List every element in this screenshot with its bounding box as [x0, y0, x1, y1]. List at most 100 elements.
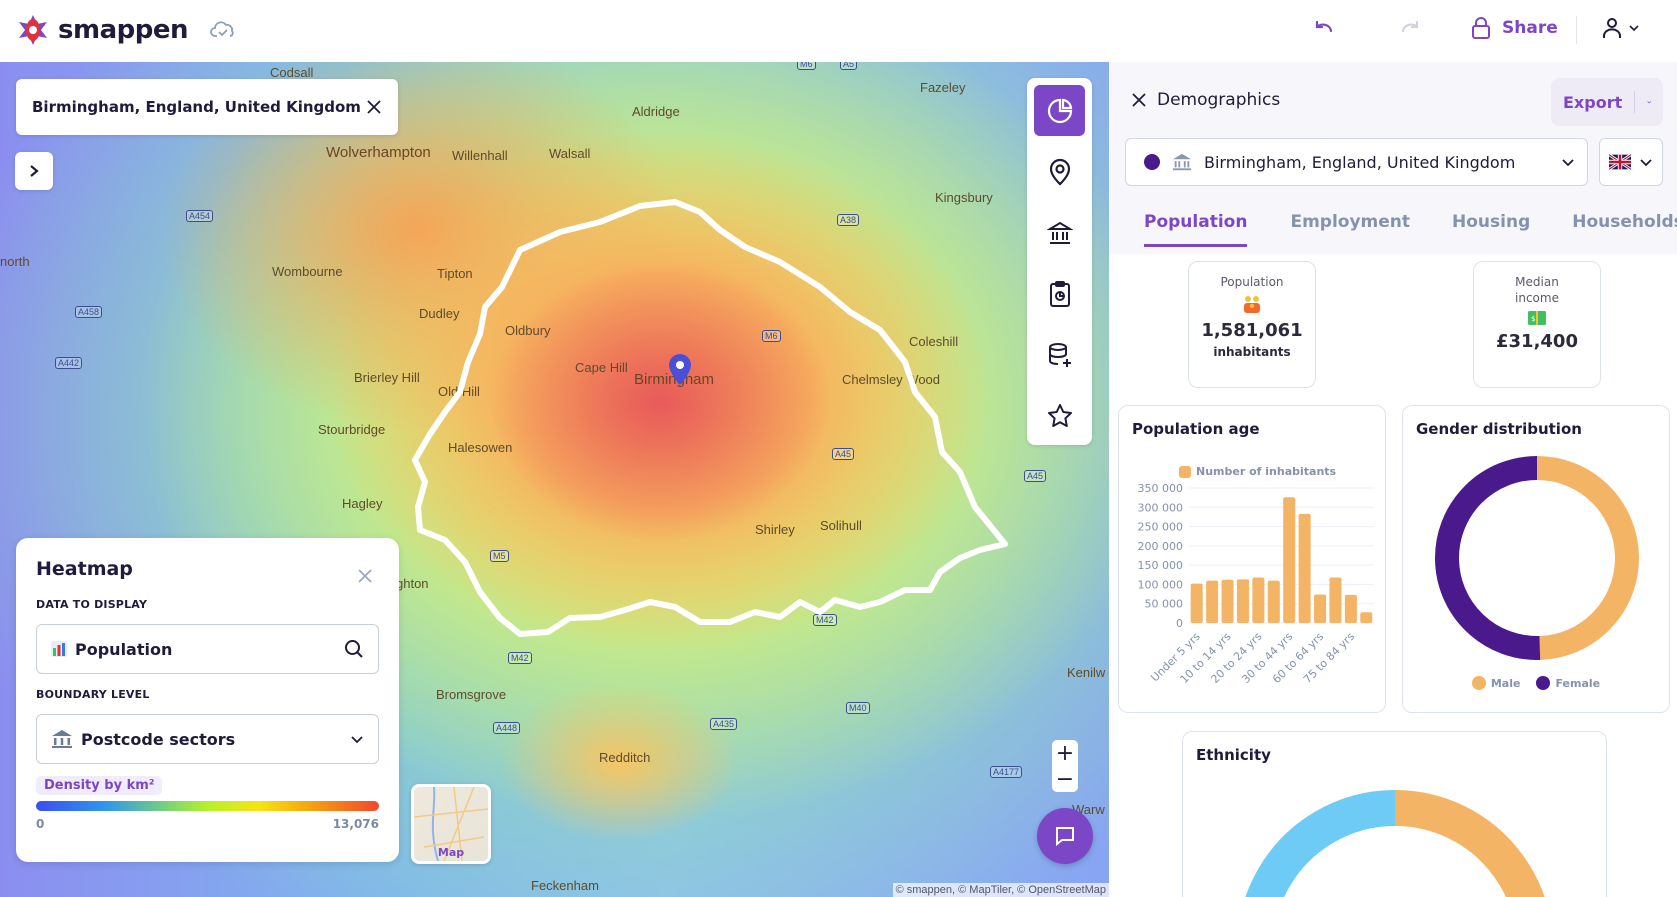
road-shield: A458 — [75, 306, 103, 318]
basemap-switcher[interactable]: Map — [411, 784, 491, 864]
poi-tool[interactable] — [1034, 146, 1085, 197]
map-thumbnail-icon — [414, 787, 488, 861]
place-label: Tipton — [437, 266, 473, 281]
panel-header: Demographics Export Birmingham, England,… — [1109, 62, 1677, 254]
heatmap-color-scale — [36, 801, 379, 811]
median-income-value: £31,400 — [1496, 331, 1578, 352]
location-color-dot — [1144, 154, 1160, 170]
place-label: Birmingham — [634, 371, 715, 388]
zoom-controls: + − — [1052, 740, 1078, 792]
brand-name: smappen — [58, 15, 188, 45]
income-label-line1: Median — [1515, 275, 1559, 289]
location-search-value: Birmingham, England, United Kingdom — [32, 98, 361, 116]
close-heatmap-icon[interactable] — [357, 568, 373, 584]
chevron-down-icon[interactable] — [1646, 95, 1651, 109]
tab-households[interactable]: Households — [1572, 212, 1677, 232]
boundaries-tool[interactable] — [1034, 207, 1085, 258]
gender-distribution-title: Gender distribution — [1416, 420, 1582, 438]
share-label: Share — [1502, 18, 1558, 38]
road-shield: M40 — [846, 702, 870, 714]
demographics-panel: Demographics Export Birmingham, England,… — [1109, 62, 1677, 897]
place-label: Willenhall — [452, 148, 508, 163]
data-import-tool[interactable] — [1034, 329, 1085, 380]
smappen-logo-icon — [19, 15, 47, 45]
redo-icon[interactable] — [1398, 16, 1422, 40]
svg-text:150 000: 150 000 — [1138, 559, 1184, 572]
ethnicity-donut-chart — [1245, 790, 1545, 897]
median-income-stat-card: Median income $ £31,400 — [1473, 261, 1601, 388]
svg-text:$: $ — [1531, 315, 1535, 323]
place-label: Wolverhampton — [326, 144, 431, 161]
place-label: Coleshill — [909, 334, 959, 349]
place-label: Wombourne — [272, 264, 343, 279]
chevron-right-icon — [30, 165, 39, 177]
place-label: Chelmsley Wood — [842, 372, 941, 387]
institution-icon — [52, 730, 72, 748]
legend-male: Male — [1471, 676, 1520, 690]
undo-icon[interactable] — [1312, 16, 1336, 40]
place-label: Stourbridge — [318, 422, 386, 437]
population-age-title: Population age — [1132, 420, 1260, 438]
map-pin-icon — [1049, 158, 1070, 185]
chevron-down-icon — [351, 736, 363, 744]
chevron-down-icon — [1562, 159, 1574, 167]
road-shield: A4177 — [990, 766, 1023, 778]
place-label: Bromsgrove — [436, 687, 507, 702]
top-header: smappen Share — [0, 0, 1677, 62]
clear-search-icon[interactable] — [366, 99, 382, 115]
uk-flag-icon — [1609, 154, 1631, 170]
header-divider — [1576, 16, 1577, 44]
pie-chart-icon — [1047, 98, 1072, 123]
place-label: Dudley — [419, 306, 460, 321]
road-shield: A45 — [1024, 470, 1047, 482]
country-select[interactable] — [1599, 138, 1663, 186]
tab-housing[interactable]: Housing — [1452, 212, 1531, 232]
zoom-in-button[interactable]: + — [1055, 740, 1075, 766]
basemap-label: Map — [437, 846, 465, 859]
place-label: Codsall — [270, 65, 314, 80]
demographics-tool[interactable] — [1034, 85, 1085, 136]
road-shield: A38 — [837, 214, 860, 226]
road-shield: A45 — [832, 448, 855, 460]
map-attribution[interactable]: © smappen, © MapTiler, © OpenStreetMap — [892, 883, 1109, 897]
place-label: Shirley — [755, 522, 795, 537]
tab-population[interactable]: Population — [1144, 202, 1248, 254]
svg-text:50 000: 50 000 — [1145, 598, 1184, 611]
map-canvas[interactable]: Codsall Wolverhampton Willenhall Walsall Ald… — [0, 62, 1109, 897]
zoom-out-button[interactable]: − — [1055, 766, 1075, 792]
heatmap-panel: Heatmap DATA TO DISPLAY Population BOUND… — [16, 538, 399, 862]
export-button[interactable]: Export — [1551, 78, 1663, 126]
legend-female-label: Female — [1555, 676, 1601, 690]
place-label: Brierley Hill — [354, 370, 420, 385]
chart-legend: Number of inhabitants — [1179, 465, 1336, 478]
location-pin-icon[interactable] — [668, 354, 692, 386]
close-panel-icon[interactable] — [1131, 92, 1147, 108]
brand-logo[interactable]: smappen — [16, 13, 188, 47]
population-age-bar-chart: 0 50 000 100 000 150 000 200 000 250 000 300 0… — [1138, 482, 1374, 686]
data-to-display-input[interactable]: Population — [36, 624, 379, 674]
location-search-box[interactable]: Birmingham, England, United Kingdom — [16, 79, 398, 135]
institution-icon — [1046, 221, 1073, 244]
place-label: Oldbury — [505, 323, 551, 338]
tab-employment[interactable]: Employment — [1290, 212, 1411, 232]
lock-icon — [1472, 17, 1490, 39]
search-icon — [345, 640, 363, 658]
map-toolbar — [1027, 78, 1092, 445]
share-button[interactable]: Share — [1470, 16, 1558, 40]
chat-support-button[interactable] — [1037, 808, 1093, 864]
database-plus-icon — [1048, 342, 1071, 367]
ethnicity-card: Ethnicity — [1182, 731, 1607, 897]
road-shield: A435 — [710, 718, 738, 730]
boundary-level-select[interactable]: Postcode sectors — [36, 714, 379, 764]
population-age-card: Population age Number of inhabitants 0 50… — [1118, 405, 1386, 713]
favorites-tool[interactable] — [1034, 390, 1085, 441]
expand-sidebar-button[interactable] — [15, 152, 53, 190]
place-label: Solihull — [820, 518, 862, 533]
panel-title: Demographics — [1157, 90, 1281, 110]
user-menu[interactable] — [1600, 16, 1640, 40]
reports-tool[interactable] — [1034, 268, 1085, 319]
institution-icon — [1172, 153, 1192, 171]
svg-text:250 000: 250 000 — [1138, 521, 1184, 534]
place-label: Redditch — [599, 750, 651, 765]
location-select[interactable]: Birmingham, England, United Kingdom — [1125, 138, 1588, 186]
